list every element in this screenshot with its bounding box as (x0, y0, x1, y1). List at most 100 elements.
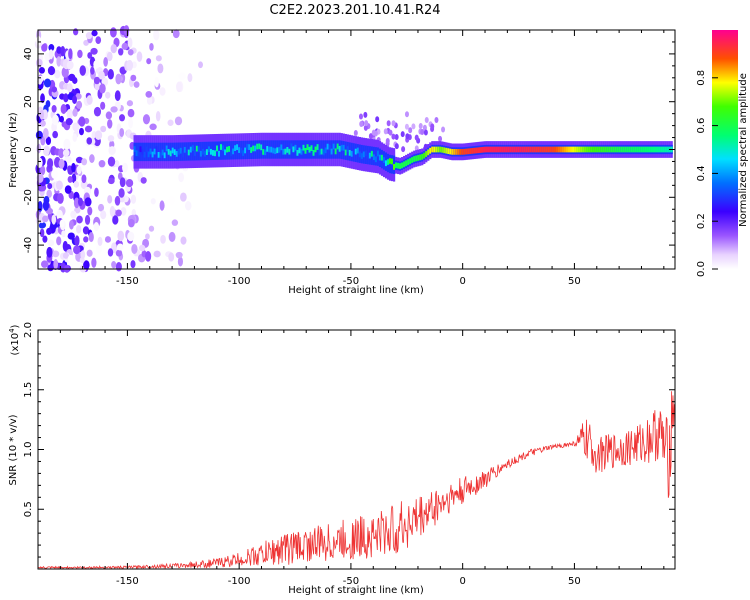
noise-cell (66, 83, 73, 93)
noise-cell (364, 120, 369, 127)
noise-cell (159, 87, 166, 96)
trace-core (517, 146, 520, 153)
trace-core (407, 159, 410, 166)
noise-cell (133, 81, 140, 88)
x-tick-label: 0 (459, 576, 465, 587)
noise-cell (119, 177, 126, 188)
trace-core (256, 143, 259, 150)
noise-cell (94, 82, 101, 91)
noise-cell (115, 209, 122, 217)
trace-core (411, 157, 414, 163)
trace-core (415, 155, 418, 162)
trace-core (228, 146, 231, 152)
trace-core (318, 149, 321, 156)
noise-cell (420, 129, 425, 136)
noise-cell (46, 227, 52, 235)
noise-cell (115, 261, 122, 272)
trace-core (626, 146, 629, 153)
noise-cell (74, 206, 81, 214)
noise-cell (110, 44, 117, 54)
noise-cell (63, 138, 71, 150)
noise-cell (56, 209, 63, 221)
trace-core (596, 146, 599, 153)
trace-core (642, 146, 645, 153)
trace-core (572, 146, 575, 153)
trace-core (264, 149, 267, 156)
noise-cell (54, 69, 61, 79)
noise-cell (111, 261, 117, 269)
noise-cell (51, 105, 57, 113)
trace-core (493, 146, 496, 153)
trace-core (226, 146, 229, 153)
trace-mid (220, 141, 223, 160)
y-tick-label: -20 (23, 189, 34, 205)
noise-cell (175, 251, 183, 259)
noise-cell (108, 146, 116, 155)
trace-core (634, 146, 637, 153)
trace-core (594, 146, 597, 153)
noise-cell (168, 231, 176, 242)
noise-cell (100, 101, 106, 110)
trace-core (535, 146, 539, 153)
noise-cell (88, 231, 94, 243)
noise-cell (394, 134, 399, 141)
noise-cell (91, 257, 97, 268)
noise-cell (174, 116, 183, 126)
trace-core (220, 144, 223, 150)
noise-cell (42, 145, 50, 157)
x-tick-label: -50 (343, 276, 359, 287)
trace-core (382, 157, 386, 163)
noise-cell (184, 201, 192, 211)
trace-core (324, 147, 327, 154)
trace-core (431, 146, 434, 153)
trace-core (459, 149, 462, 155)
trace-core (479, 147, 482, 153)
trace-core (242, 150, 245, 156)
noise-cell (168, 195, 175, 205)
trace-core (666, 146, 669, 153)
noise-cell (73, 197, 80, 209)
noise-cell (418, 122, 423, 129)
trace-core (224, 149, 227, 156)
trace-core (338, 146, 341, 152)
noise-cell (87, 52, 93, 59)
noise-cell (119, 127, 125, 137)
noise-cell (45, 136, 52, 145)
trace-core (390, 158, 394, 165)
noise-cell (153, 29, 160, 41)
noise-cell (180, 236, 187, 245)
trace-core (175, 151, 178, 157)
noise-cell (146, 96, 153, 105)
trace-core (449, 148, 452, 155)
trace-core (284, 148, 287, 155)
trace-core (262, 149, 265, 155)
trace-core (592, 146, 595, 153)
noise-cell (36, 143, 42, 154)
trace-core (207, 146, 211, 153)
noise-cell (42, 200, 50, 211)
noise-cell (36, 157, 43, 168)
trace-mid (312, 140, 315, 159)
trace-core (133, 146, 136, 152)
spectrogram-signal-trace (133, 132, 673, 182)
noise-cell (83, 39, 89, 46)
trace-core (193, 150, 197, 156)
noise-cell (122, 162, 128, 173)
trace-core (451, 149, 454, 155)
trace-core (604, 146, 607, 153)
trace-core (590, 146, 593, 153)
trace-core (167, 149, 170, 155)
trace-mid (159, 142, 162, 162)
noise-cell (385, 137, 390, 144)
noise-cell (40, 165, 46, 176)
noise-cell (85, 32, 93, 40)
noise-cell (115, 73, 122, 85)
trace-mid (165, 142, 168, 162)
trace-core (161, 149, 164, 156)
colorbar-tick-label: 0.8 (696, 70, 707, 86)
trace-core (551, 146, 555, 153)
snr-y-label: SNR (10 * v/v) (8, 414, 19, 485)
noise-cell (83, 260, 90, 270)
trace-core (171, 147, 174, 154)
trace-core (165, 145, 168, 152)
